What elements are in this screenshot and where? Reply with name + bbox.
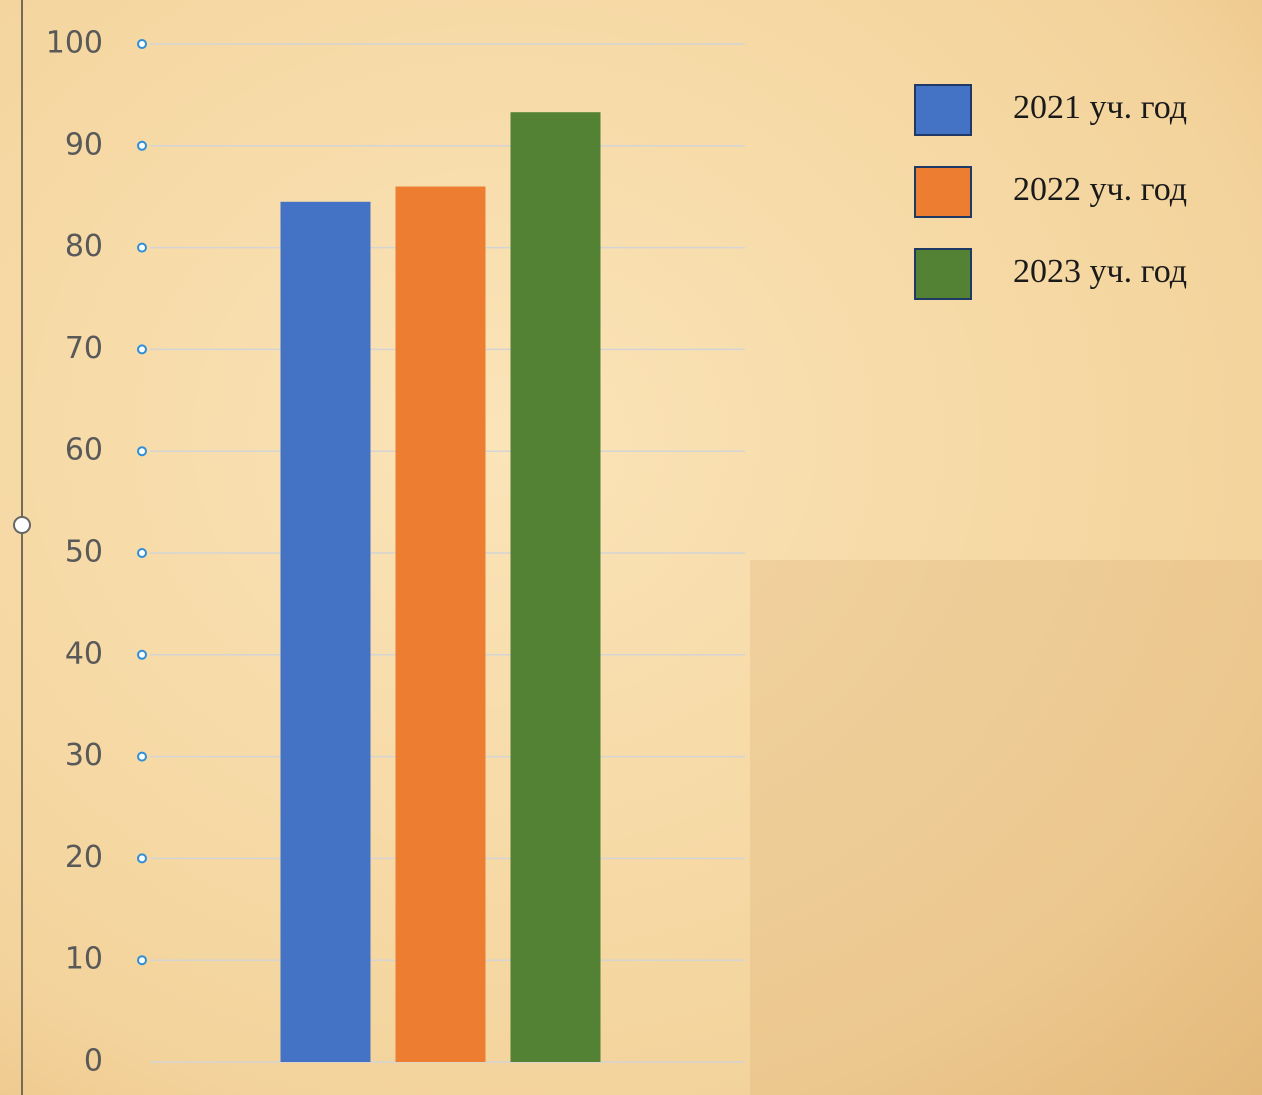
- y-tick-label: 0: [84, 1044, 103, 1079]
- y-tick-label: 100: [46, 26, 103, 61]
- y-tick-label: 20: [65, 840, 103, 875]
- tick-handle: [138, 244, 146, 252]
- background-picture: [750, 560, 1262, 1095]
- y-tick-label: 90: [65, 127, 103, 162]
- y-tick-label: 70: [65, 331, 103, 366]
- bar: [281, 202, 371, 1062]
- y-tick-label: 50: [65, 535, 103, 570]
- y-tick-label: 10: [65, 942, 103, 977]
- resize-handle[interactable]: [14, 517, 30, 533]
- bar: [396, 187, 486, 1062]
- bar: [511, 112, 601, 1062]
- legend-label: 2021 уч. год: [1013, 89, 1187, 126]
- legend-label: 2023 уч. год: [1013, 253, 1187, 290]
- tick-handle: [138, 549, 146, 557]
- tick-handle: [138, 854, 146, 862]
- legend-label: 2022 уч. год: [1013, 171, 1187, 208]
- legend-swatch: [915, 167, 971, 217]
- y-tick-label: 40: [65, 636, 103, 671]
- y-tick-label: 30: [65, 738, 103, 773]
- tick-handle: [138, 345, 146, 353]
- tick-handle: [138, 142, 146, 150]
- tick-handle: [138, 651, 146, 659]
- tick-handle: [138, 40, 146, 48]
- tick-handle: [138, 753, 146, 761]
- y-tick-label: 80: [65, 229, 103, 264]
- chart: 0 10 20 30 40 50 60 70 80 90 100 2021 уч. год 2022 у…: [0, 0, 1262, 1095]
- tick-handle: [138, 447, 146, 455]
- legend-swatch: [915, 249, 971, 299]
- tick-handle: [138, 956, 146, 964]
- legend-swatch: [915, 85, 971, 135]
- y-tick-label: 60: [65, 433, 103, 468]
